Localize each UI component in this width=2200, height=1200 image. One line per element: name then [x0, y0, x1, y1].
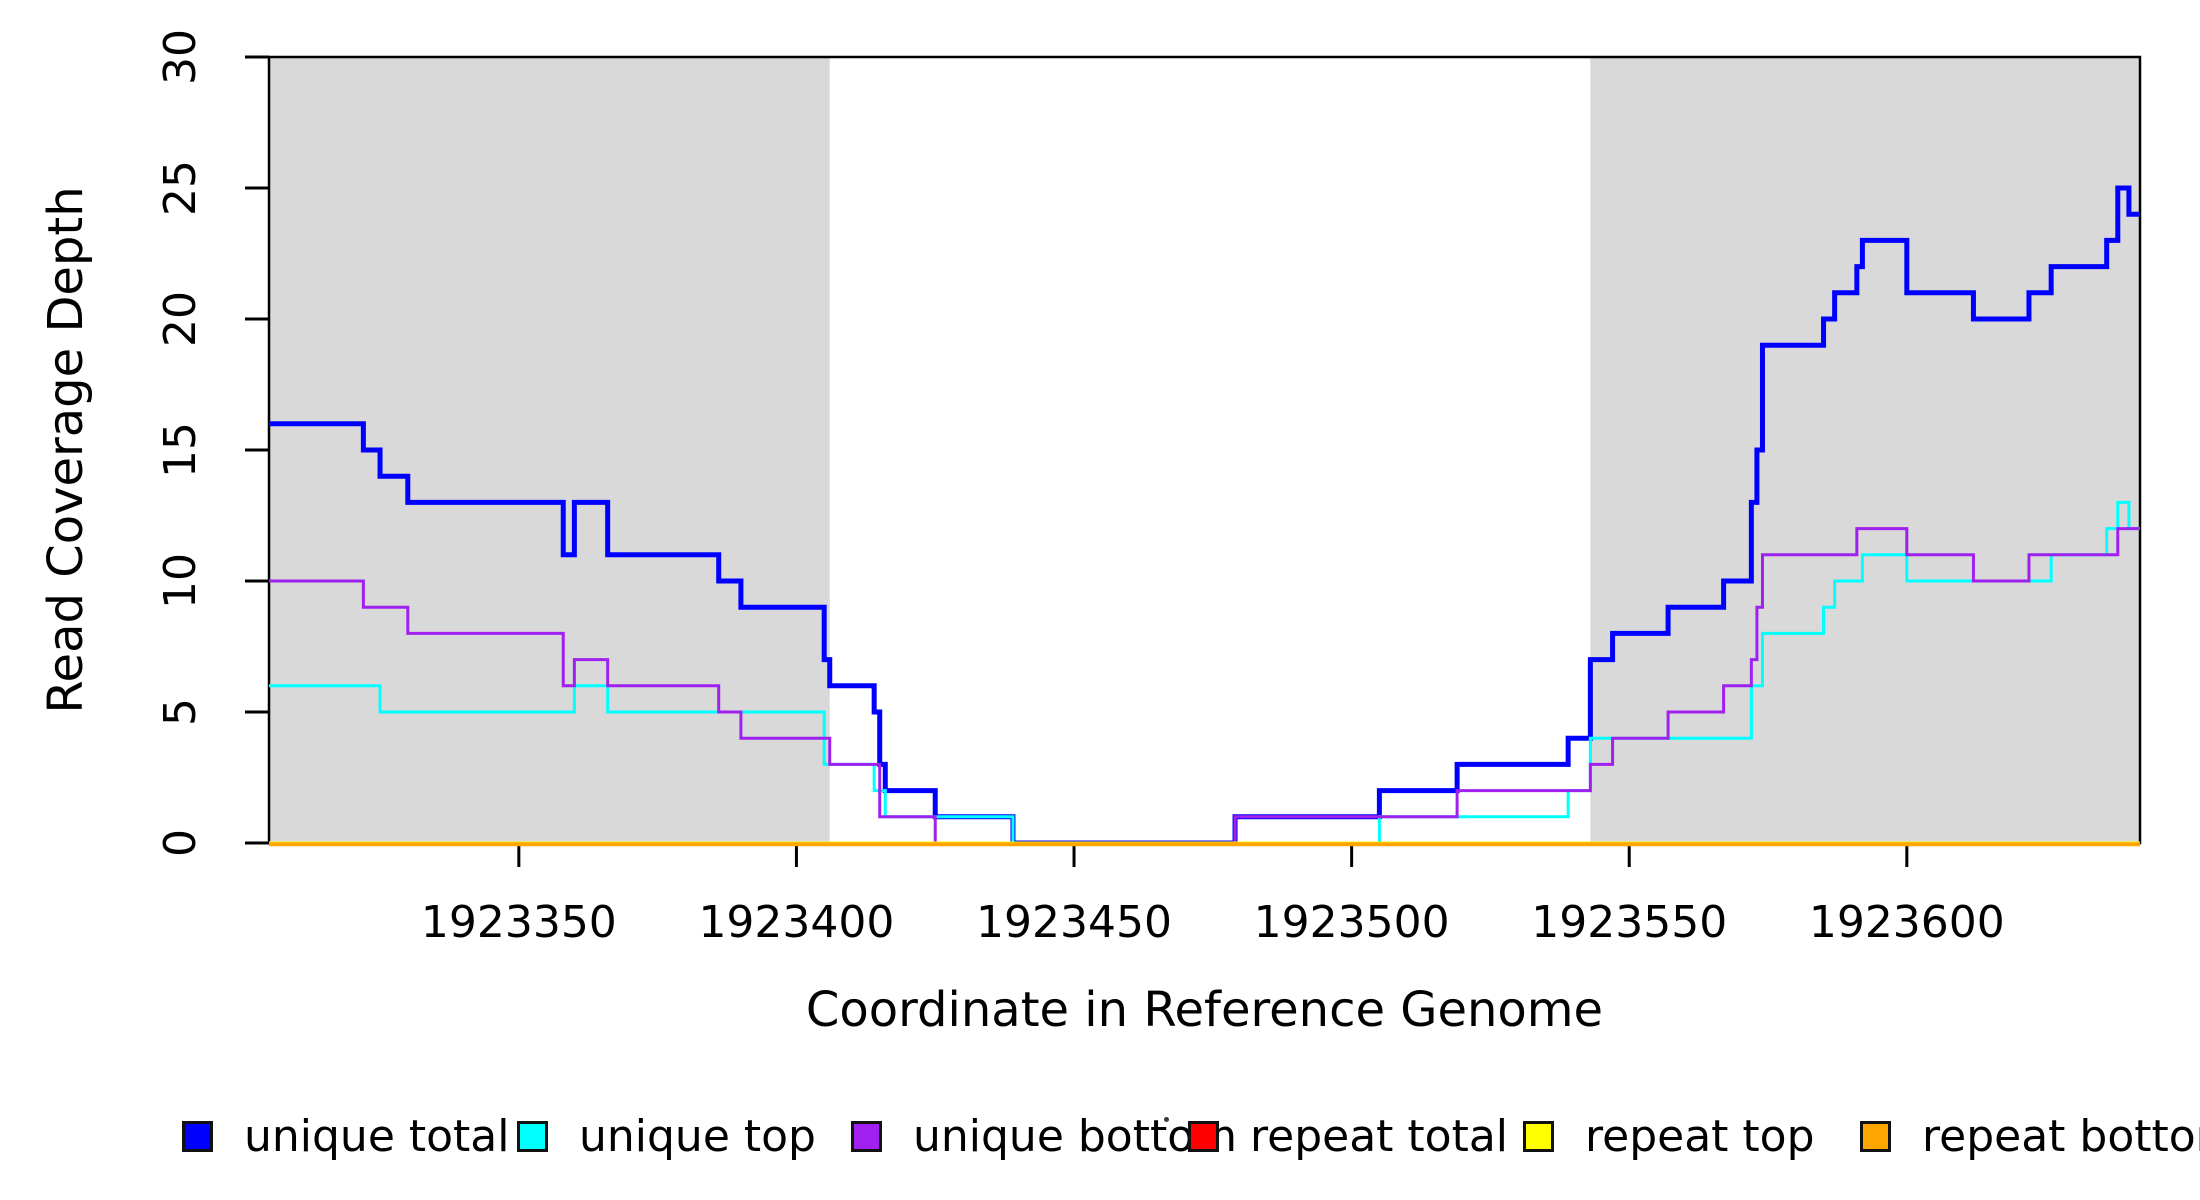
y-tick-label: 0: [155, 829, 206, 857]
x-tick-label: 1923600: [1809, 897, 2005, 948]
y-tick-label: 25: [155, 160, 206, 216]
x-tick-label: 1923450: [976, 897, 1172, 948]
stray-dot-artifact: [1164, 1117, 1169, 1122]
shaded-region: [269, 57, 830, 843]
x-tick-label: 1923400: [698, 897, 894, 948]
y-tick-label: 5: [155, 698, 206, 726]
shaded-region: [1590, 57, 2140, 843]
y-tick-label: 20: [155, 291, 206, 347]
y-tick-label: 10: [155, 553, 206, 609]
x-tick-label: 1923350: [421, 897, 617, 948]
y-tick-label: 15: [155, 422, 206, 478]
x-tick-label: 1923550: [1531, 897, 1727, 948]
y-axis-title: Read Coverage Depth: [38, 186, 94, 714]
x-axis-title: Coordinate in Reference Genome: [805, 982, 1604, 1038]
y-tick-label: 30: [155, 29, 206, 85]
series-path-unique-bottom: [269, 527, 2140, 845]
series-path-unique-total: [269, 185, 2140, 846]
x-tick-label: 1923500: [1254, 897, 1450, 948]
